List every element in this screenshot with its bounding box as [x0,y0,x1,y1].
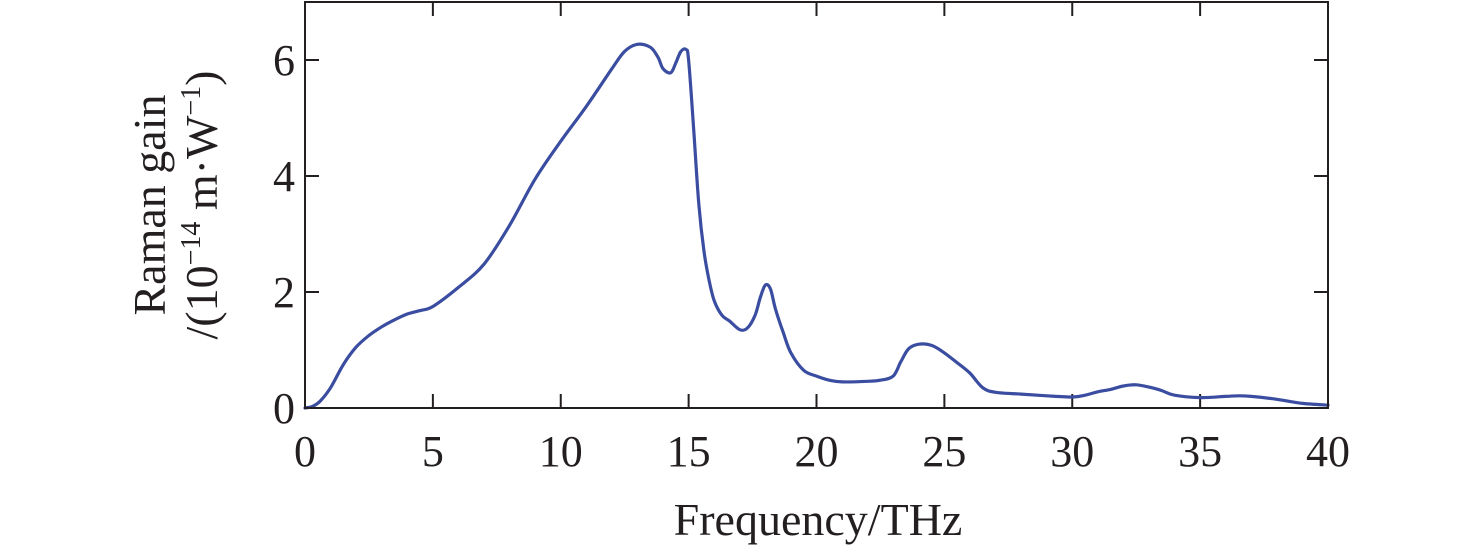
y-axis-title-exponent-2: −1 [176,86,207,116]
x-tick-label: 0 [294,427,316,476]
y-axis-title-open: /(10 [176,265,227,339]
plot-frame [304,1,1329,409]
y-axis-title-line1: Raman gain [124,95,175,316]
x-tick-label: 30 [1050,427,1094,476]
y-axis-title-close: ) [176,70,227,85]
x-axis-title: Frequency/THz [674,494,963,545]
x-tick-label: 35 [1178,427,1222,476]
y-axis-title: Raman gain /(10−14 m·W−1) [124,70,227,339]
x-ticks: 0 5 10 15 20 25 30 35 40 [294,2,1350,476]
x-tick-label: 5 [422,427,444,476]
y-tick-label: 4 [273,152,295,201]
y-axis-title-exponent-1: −14 [176,222,207,266]
x-tick-label: 20 [795,427,839,476]
raman-gain-curve [303,42,1330,410]
x-tick-label: 15 [667,427,711,476]
x-tick-label: 40 [1306,427,1350,476]
y-axis-title-unit: m·W [176,115,227,222]
y-ticks: 0 2 4 6 [273,36,1328,433]
y-axis-title-line2: /(10−14 m·W−1) [176,70,227,339]
y-tick-label: 2 [273,268,295,317]
y-tick-label: 0 [273,384,295,433]
y-tick-label: 6 [273,36,295,85]
x-tick-label: 25 [922,427,966,476]
x-tick-label: 10 [539,427,583,476]
